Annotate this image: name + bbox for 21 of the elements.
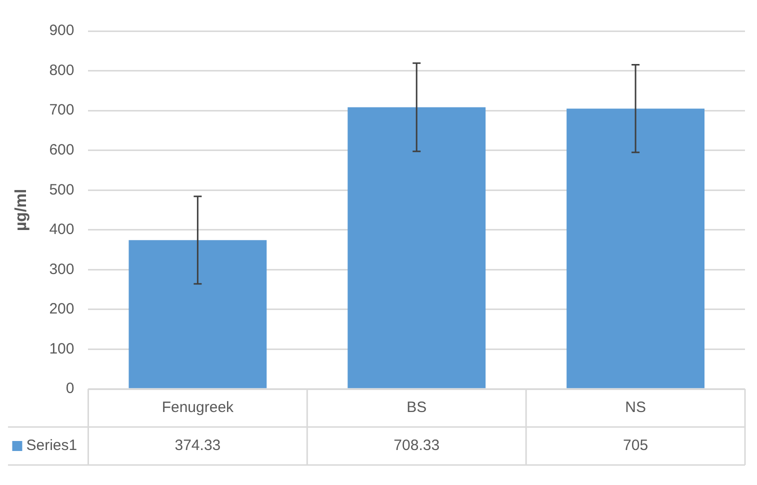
y-tick-label: 700 xyxy=(49,102,74,119)
x-tick-label: NS xyxy=(625,399,646,416)
data-label: 705 xyxy=(623,437,648,454)
y-tick-label: 800 xyxy=(49,62,74,79)
y-tick-label: 100 xyxy=(49,340,74,358)
bar xyxy=(566,108,704,388)
x-tick-label: Fenugreek xyxy=(162,399,234,416)
data-label: 374.33 xyxy=(174,437,221,454)
y-tick-label: 0 xyxy=(66,380,74,398)
y-tick-label: 900 xyxy=(49,22,74,40)
y-tick-label: 200 xyxy=(49,300,74,318)
legend-label: Series1 xyxy=(26,437,78,454)
data-label: 708.33 xyxy=(394,437,440,454)
bar xyxy=(128,240,267,388)
y-tick-label: 300 xyxy=(49,260,74,278)
y-tick-label: 400 xyxy=(49,221,74,238)
y-axis-title: µg/ml xyxy=(13,188,30,232)
x-tick-label: BS xyxy=(406,399,427,416)
y-tick-label: 600 xyxy=(49,141,74,158)
bar xyxy=(348,107,486,388)
y-tick-label: 500 xyxy=(49,181,74,198)
